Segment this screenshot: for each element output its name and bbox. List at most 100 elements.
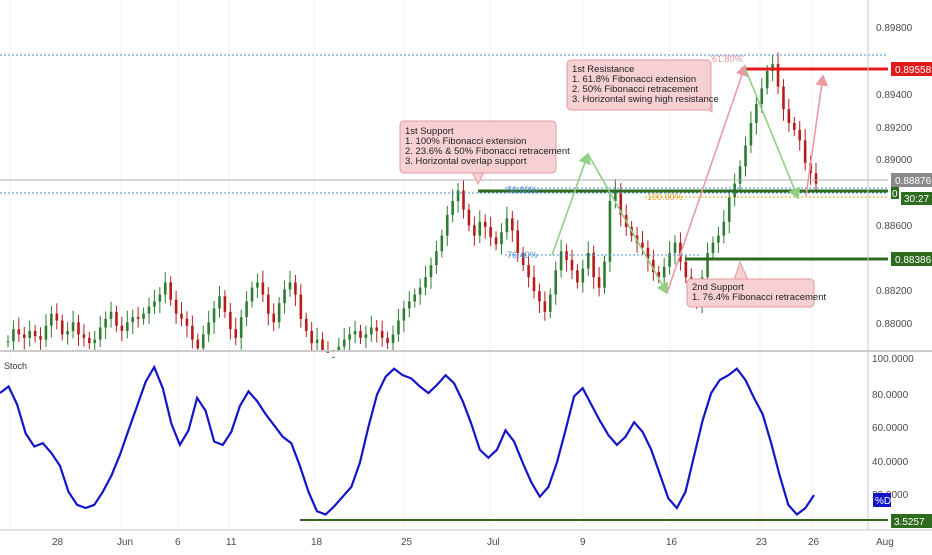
candle-body bbox=[429, 265, 433, 278]
price-tag-support2-label: 0.88386 bbox=[895, 255, 932, 266]
candle-body bbox=[44, 325, 48, 340]
candle-body bbox=[576, 270, 579, 283]
time-axis[interactable]: 28 Jun 6 11 18 25 Jul 9 16 23 26 Aug bbox=[52, 537, 894, 548]
candle-body bbox=[494, 237, 498, 245]
x-label-2: 6 bbox=[175, 537, 181, 548]
candle-body bbox=[462, 190, 465, 210]
x-label-11: Aug bbox=[876, 537, 894, 548]
candle-body bbox=[776, 64, 780, 87]
candle-body bbox=[250, 287, 254, 302]
stoch-title: Stoch bbox=[4, 361, 27, 371]
green-arrow-up bbox=[551, 152, 591, 256]
price-tag-support2: 0.88386 bbox=[891, 252, 932, 266]
candle-body bbox=[261, 282, 265, 295]
candle-body bbox=[266, 294, 270, 314]
x-label-9: 23 bbox=[756, 537, 768, 548]
candle-body bbox=[375, 327, 379, 331]
candle-body bbox=[337, 346, 341, 350]
candle-body bbox=[326, 351, 330, 353]
price-tick-4: 0.88600 bbox=[876, 221, 913, 232]
candle-body bbox=[126, 322, 129, 331]
candle-body bbox=[348, 334, 351, 340]
candle-body bbox=[673, 242, 677, 253]
candle-body bbox=[614, 190, 617, 201]
candle-body bbox=[66, 330, 69, 335]
stoch-d-text: %D bbox=[875, 496, 891, 507]
resistance-line-1: 1. 61.8% Fibonacci extension bbox=[572, 74, 696, 85]
candle-body bbox=[120, 325, 124, 331]
candle-body bbox=[538, 291, 541, 302]
price-tag-current: 0.88876 bbox=[891, 173, 932, 187]
price-tag-support1-label: 0 bbox=[892, 189, 898, 200]
candle-body bbox=[641, 242, 644, 248]
candle-body bbox=[440, 235, 444, 252]
candle-body bbox=[717, 235, 720, 243]
candle-body bbox=[272, 313, 276, 323]
candle-body bbox=[657, 272, 661, 278]
candle-body bbox=[50, 313, 53, 326]
candle-body bbox=[6, 341, 10, 343]
stoch-panel[interactable] bbox=[0, 353, 868, 529]
candle-body bbox=[77, 322, 80, 335]
candle-body bbox=[380, 330, 384, 338]
candle-body bbox=[445, 214, 449, 236]
candle-body bbox=[12, 329, 15, 342]
stoch-tick-0: 100.0000 bbox=[872, 354, 914, 365]
candle-body bbox=[196, 339, 200, 349]
candle-body bbox=[55, 313, 59, 321]
candle-body bbox=[131, 317, 135, 323]
candle-body bbox=[662, 266, 666, 278]
candle-body bbox=[603, 261, 606, 288]
candle-body bbox=[570, 259, 574, 271]
candle-body bbox=[489, 226, 492, 238]
x-label-3: 11 bbox=[226, 537, 237, 548]
candle-body bbox=[98, 327, 102, 340]
support1-note: 1st Support 1. 100% Fibonacci extension … bbox=[399, 120, 570, 186]
candle-body bbox=[516, 230, 520, 253]
candle-body bbox=[364, 334, 368, 338]
candle-body bbox=[82, 334, 86, 338]
candle-body bbox=[803, 140, 807, 163]
price-tag-countdown-label: 30:27 bbox=[904, 194, 929, 205]
stoch-min-label: 3.5257 bbox=[894, 517, 925, 528]
x-label-0: 28 bbox=[52, 537, 64, 548]
candle-body bbox=[370, 327, 373, 335]
candle-body bbox=[277, 303, 281, 323]
price-tick-3: 0.89000 bbox=[876, 155, 913, 166]
resistance-line-3: 3. Horizontal swing high resistance bbox=[572, 94, 719, 105]
candle-body bbox=[565, 251, 568, 260]
candle-body bbox=[212, 308, 216, 323]
candle-body bbox=[33, 330, 37, 337]
x-label-8: 16 bbox=[666, 537, 678, 548]
resistance-line-2: 2. 50% Fibonacci retracement bbox=[572, 84, 699, 95]
fib-label-100: 100.00% bbox=[647, 192, 683, 202]
candle-body bbox=[765, 71, 769, 89]
candle-body bbox=[592, 252, 595, 278]
candle-body bbox=[668, 252, 671, 267]
candle-body bbox=[738, 166, 742, 184]
candle-body bbox=[142, 313, 145, 319]
candle-body bbox=[136, 317, 140, 319]
candle-body bbox=[619, 190, 623, 215]
candle-body bbox=[310, 330, 313, 344]
candle-body bbox=[749, 123, 753, 146]
candle-body bbox=[424, 277, 427, 288]
candle-body bbox=[467, 209, 471, 226]
candle-body bbox=[478, 221, 482, 236]
stoch-line bbox=[0, 364, 815, 516]
candle-body bbox=[321, 339, 324, 350]
candle-body bbox=[104, 318, 107, 328]
candle-body bbox=[299, 294, 303, 319]
candle-body bbox=[755, 103, 758, 124]
candle-body bbox=[288, 282, 292, 290]
x-label-5: 25 bbox=[401, 537, 413, 548]
pink-arrow-extension bbox=[666, 64, 748, 294]
candle-body bbox=[391, 334, 395, 344]
candle-body bbox=[158, 294, 162, 302]
candle-body bbox=[283, 289, 286, 304]
candle-body bbox=[581, 268, 585, 283]
candle-body bbox=[153, 301, 156, 307]
stoch-d-label: %D bbox=[873, 493, 891, 507]
price-axis[interactable]: 0.89800 0.89400 0.89200 0.89000 0.88600 … bbox=[876, 23, 913, 330]
